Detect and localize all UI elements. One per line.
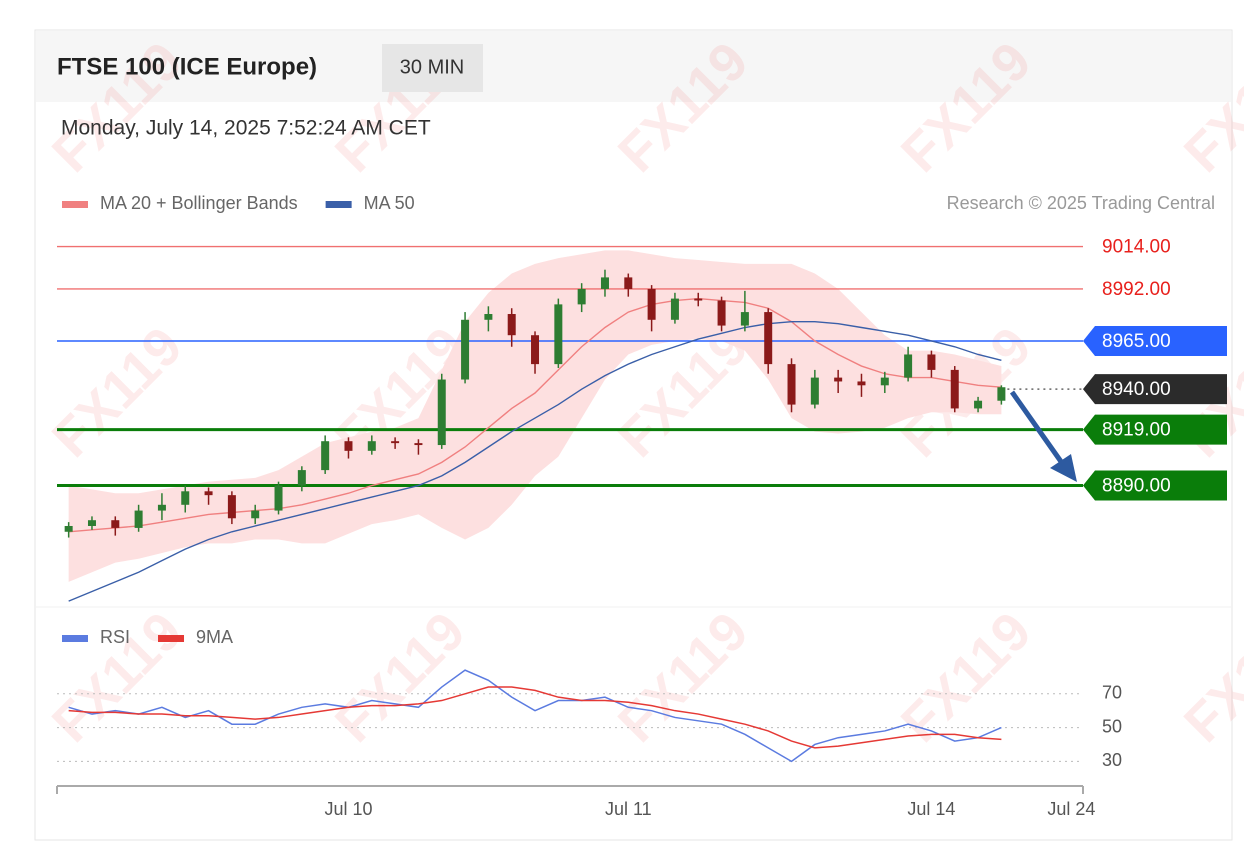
candle-body [670, 298, 679, 320]
candle-body [834, 377, 843, 382]
candle-body [787, 364, 796, 405]
level-label: 8965.00 [1102, 331, 1171, 352]
plot: 9014.00 8992.00 8965.00 8940.00 8919.00 8890.… [56, 193, 1227, 819]
candle-body [87, 520, 96, 526]
x-tick-label: Jul 14 [907, 799, 955, 819]
candle-body [974, 400, 983, 409]
candle-body [181, 491, 190, 505]
candle-body [647, 288, 656, 320]
candle-body [997, 387, 1006, 401]
candle-body [694, 298, 703, 301]
candle-body [134, 510, 143, 528]
candle-body [437, 379, 446, 446]
arrow-head [1050, 454, 1077, 482]
legend-swatch [158, 635, 185, 642]
y-tick-label: 70 [1102, 683, 1122, 703]
candle-body [904, 354, 913, 378]
level-label: 8992.00 [1102, 279, 1171, 300]
y-tick-label: 50 [1102, 716, 1122, 736]
ma-line [68, 321, 1002, 602]
candle-body [531, 335, 540, 365]
arrow-shaft [1009, 390, 1065, 465]
candle-body [367, 441, 376, 451]
candle-body [810, 377, 819, 405]
candle-body [764, 312, 773, 365]
title: FTSE 100 (ICE Europe) [57, 53, 317, 80]
header-band [36, 31, 1231, 102]
credit: Research © 2025 Trading Central [947, 193, 1215, 213]
candle-body [950, 369, 959, 409]
legend-swatch [62, 635, 88, 642]
timeframe-box [382, 44, 483, 92]
candle-body [600, 277, 609, 289]
forecast-arrow [1009, 390, 1077, 482]
y-tick-label: 30 [1102, 750, 1122, 770]
level-tag [1083, 414, 1227, 445]
card [34, 29, 1233, 841]
candle-body [64, 525, 73, 532]
rsi-line [68, 669, 1002, 763]
candle-body [157, 504, 166, 511]
candle-body [297, 470, 306, 486]
candle-body [391, 441, 400, 444]
legend-swatch [62, 201, 88, 208]
candle-body [204, 491, 213, 496]
candle-body [927, 354, 936, 370]
timeframe: 30 MIN [400, 56, 464, 78]
candle-body [624, 277, 633, 289]
legend-label: 9MA [196, 627, 233, 647]
x-tick-label: Jul 24 [1047, 799, 1095, 819]
date: Monday, July 14, 2025 7:52:24 AM CET [61, 117, 431, 140]
candle-body [344, 441, 353, 451]
legend-label: MA 20 + Bollinger Bands [100, 193, 298, 213]
candle-body [251, 510, 260, 519]
candle-body [717, 300, 726, 326]
level-label: 8940.00 [1102, 379, 1171, 400]
candle-body [461, 319, 470, 380]
candle-body [857, 381, 866, 386]
candle-body [484, 314, 493, 320]
legend-label: MA 50 [364, 193, 415, 213]
candle-body [321, 441, 330, 471]
candle-body [274, 485, 283, 511]
candle-body [507, 314, 516, 336]
legend-swatch [325, 201, 352, 208]
rsi-line [68, 686, 1002, 749]
candle-body [227, 495, 236, 519]
candle-body [880, 377, 889, 386]
level-label: 9014.00 [1102, 237, 1171, 258]
x-tick-label: Jul 11 [605, 799, 652, 819]
legend-label: RSI [100, 627, 130, 647]
level-tag [1083, 374, 1227, 405]
candle-body [554, 304, 563, 365]
level-tag [1083, 470, 1227, 501]
candle-body [414, 443, 423, 446]
level-tag [1083, 325, 1227, 356]
level-label: 8919.00 [1102, 420, 1171, 441]
ma-line [68, 297, 1002, 533]
level-label: 8890.00 [1102, 476, 1171, 497]
candle-body [577, 288, 586, 305]
candle-body [111, 520, 120, 528]
x-tick-label: Jul 10 [324, 799, 372, 819]
candle-body [740, 312, 749, 326]
